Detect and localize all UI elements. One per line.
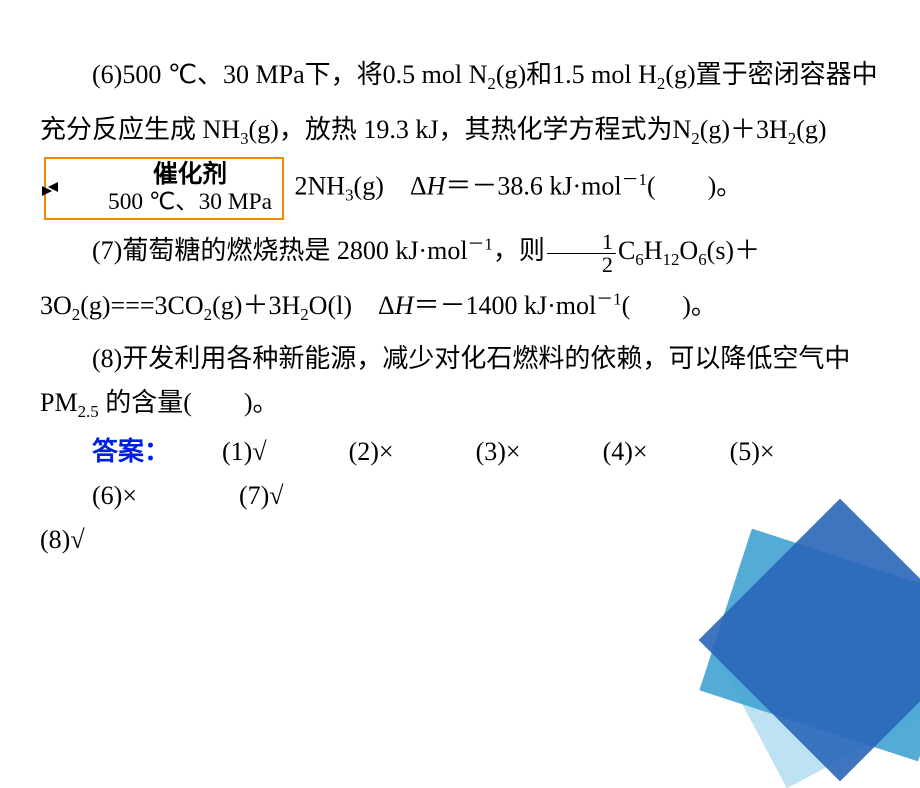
- q7-text: ＝－1400 kJ·mol: [414, 291, 597, 320]
- sub: 3: [240, 129, 248, 148]
- q7-text: C: [618, 236, 635, 265]
- fraction-denominator: 2: [547, 254, 616, 276]
- sub: 2: [300, 305, 308, 324]
- sup: －1: [622, 170, 647, 189]
- arrow-top-label: 催化剂: [50, 161, 278, 189]
- q7-text: O: [679, 236, 698, 265]
- fraction-half: 12: [547, 231, 616, 276]
- arrow-head-left-icon: [48, 182, 58, 192]
- sub: 2: [72, 305, 80, 324]
- document-body: (6)500 ℃、30 MPa下，将0.5 mol N2(g)和1.5 mol …: [0, 0, 920, 562]
- equilibrium-arrow: 催化剂 500 ℃、30 MPa: [44, 157, 284, 220]
- sup: －1: [596, 289, 621, 308]
- sub: 3: [345, 186, 353, 205]
- sub: 2: [788, 129, 796, 148]
- q7-text: ，则: [493, 236, 545, 265]
- q8-blank: 的含量( )。: [99, 388, 279, 417]
- delta-h-var: H: [427, 172, 446, 201]
- answers-row: 答案：(1)√ (2)× (3)× (4)× (5)× (6)× (7)√: [40, 430, 880, 518]
- answers-label: 答案：: [92, 437, 170, 466]
- q6-text: (g)和1.5 mol H: [496, 60, 657, 89]
- answer-7: (7)√: [187, 474, 284, 518]
- sub: 6: [635, 250, 643, 269]
- sub: 6: [698, 250, 706, 269]
- arrow-bottom-label: 500 ℃、30 MPa: [50, 189, 278, 216]
- answer-1: (1)√: [170, 430, 267, 474]
- question-7: (7)葡萄糖的燃烧热是 2800 kJ·mol－1，则12C6H12O6(s)＋…: [40, 224, 880, 333]
- delta-h-var: H: [395, 291, 414, 320]
- answer-5: (5)×: [678, 430, 775, 474]
- q7-text: (g)＋3H: [212, 291, 300, 320]
- answer-6: (6)×: [40, 474, 137, 518]
- q6-text: (g)，放热 19.3 kJ，其热化学方程式为N: [249, 115, 692, 144]
- q6-text: 2NH: [288, 172, 345, 201]
- answer-3: (3)×: [424, 430, 521, 474]
- q6-blank: ( )。: [647, 172, 742, 201]
- answer-8: (8)√: [40, 518, 85, 562]
- q7-text: O(l) Δ: [309, 291, 395, 320]
- q7-text: (g)===3CO: [80, 291, 203, 320]
- sub: 12: [663, 250, 680, 269]
- q6-text: ＝－38.6 kJ·mol: [445, 172, 621, 201]
- question-6: (6)500 ℃、30 MPa下，将0.5 mol N2(g)和1.5 mol …: [40, 48, 880, 220]
- q6-text: (6)500 ℃、30 MPa下，将0.5 mol N: [92, 60, 487, 89]
- sup: －1: [468, 234, 493, 253]
- q6-text: (g) Δ: [354, 172, 427, 201]
- answer-4: (4)×: [551, 430, 648, 474]
- q6-text: (g): [796, 115, 826, 144]
- sub: 2: [204, 305, 212, 324]
- corner-decoration: [700, 530, 920, 700]
- fraction-numerator: 1: [547, 231, 616, 254]
- q6-text: (g)＋3H: [700, 115, 788, 144]
- q7-text: (7)葡萄糖的燃烧热是 2800 kJ·mol: [92, 236, 468, 265]
- answer-2: (2)×: [297, 430, 394, 474]
- sub: 2.5: [78, 403, 99, 422]
- q7-blank: ( )。: [622, 291, 717, 320]
- q7-text: H: [644, 236, 663, 265]
- sub: 2: [691, 129, 699, 148]
- sub: 2: [487, 74, 495, 93]
- question-8: (8)开发利用各种新能源，减少对化石燃料的依赖，可以降低空气中 PM2.5 的含…: [40, 337, 880, 425]
